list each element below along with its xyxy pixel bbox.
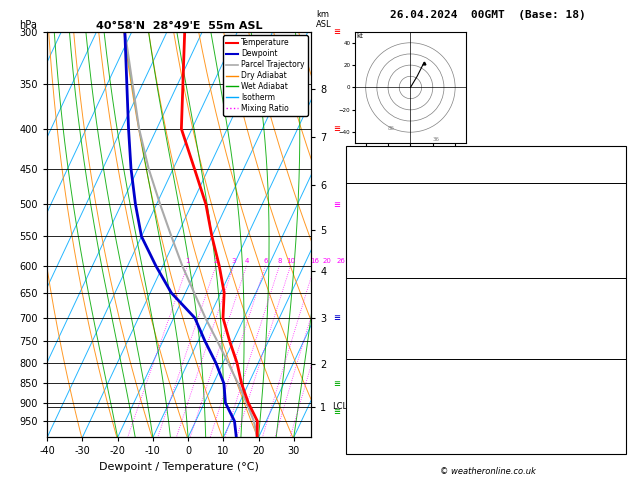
Text: ≡: ≡ [333, 379, 340, 388]
Text: 13.7: 13.7 [443, 216, 467, 226]
Text: Temp (°C): Temp (°C) [352, 203, 404, 212]
Text: PW (cm): PW (cm) [352, 175, 392, 184]
Text: Surface: Surface [466, 190, 506, 199]
Text: 19.6: 19.6 [443, 203, 467, 212]
Text: 2: 2 [214, 258, 218, 264]
Text: 3: 3 [231, 258, 236, 264]
Text: CAPE (J): CAPE (J) [352, 338, 398, 347]
Text: ≡: ≡ [333, 124, 340, 133]
Text: 16: 16 [310, 258, 319, 264]
Text: ≡: ≡ [333, 200, 340, 208]
Text: 162: 162 [443, 338, 460, 347]
Text: 53: 53 [443, 161, 455, 171]
Text: 162: 162 [443, 257, 460, 265]
Text: Lifted Index: Lifted Index [352, 243, 421, 252]
Text: -154: -154 [443, 380, 467, 388]
Text: 8: 8 [277, 258, 282, 264]
Text: Totals Totals: Totals Totals [352, 161, 427, 171]
Text: 86: 86 [388, 126, 395, 131]
Text: 26.04.2024  00GMT  (Base: 18): 26.04.2024 00GMT (Base: 18) [389, 10, 586, 20]
Text: Lifted Index: Lifted Index [352, 325, 421, 334]
Text: 6: 6 [263, 258, 268, 264]
Text: 33: 33 [443, 419, 455, 429]
Text: 218°: 218° [443, 406, 467, 415]
Text: km
ASL: km ASL [316, 10, 332, 29]
Text: ≡: ≡ [333, 408, 340, 417]
Text: Pressure (mb): Pressure (mb) [352, 298, 427, 307]
Text: 36: 36 [433, 137, 440, 142]
Text: LCL: LCL [333, 402, 348, 411]
Text: 123: 123 [443, 270, 460, 279]
Text: StmDir: StmDir [352, 406, 387, 415]
Text: -1: -1 [443, 243, 455, 252]
Title: 40°58'N  28°49'E  55m ASL: 40°58'N 28°49'E 55m ASL [96, 21, 262, 31]
Text: 123: 123 [443, 351, 460, 361]
Text: EH: EH [352, 380, 364, 388]
Text: ≡: ≡ [333, 27, 340, 36]
Text: CAPE (J): CAPE (J) [352, 257, 398, 265]
Text: 1: 1 [185, 258, 189, 264]
Text: -1: -1 [443, 325, 455, 334]
Legend: Temperature, Dewpoint, Parcel Trajectory, Dry Adiabat, Wet Adiabat, Isotherm, Mi: Temperature, Dewpoint, Parcel Trajectory… [223, 35, 308, 116]
Text: 321: 321 [443, 230, 460, 239]
Text: ≡: ≡ [333, 313, 340, 322]
Text: CIN (J): CIN (J) [352, 351, 392, 361]
Text: θᴇ(K): θᴇ(K) [352, 230, 381, 239]
X-axis label: Dewpoint / Temperature (°C): Dewpoint / Temperature (°C) [99, 462, 259, 472]
Text: 28: 28 [443, 148, 455, 157]
Text: Most Unstable: Most Unstable [448, 284, 523, 294]
Text: 10: 10 [286, 258, 295, 264]
Text: SREH: SREH [352, 393, 376, 402]
Text: K: K [352, 148, 358, 157]
Text: CIN (J): CIN (J) [352, 270, 392, 279]
Text: Hodograph: Hodograph [460, 366, 512, 375]
Text: 4: 4 [244, 258, 248, 264]
Text: 26: 26 [337, 258, 345, 264]
Text: 2.4: 2.4 [443, 175, 460, 184]
Text: 997: 997 [443, 298, 460, 307]
Text: Dewp (°C): Dewp (°C) [352, 216, 404, 226]
Text: θᴇ (K): θᴇ (K) [352, 312, 387, 320]
Text: 20: 20 [322, 258, 331, 264]
Text: © weatheronline.co.uk: © weatheronline.co.uk [440, 467, 535, 476]
Text: hPa: hPa [19, 19, 37, 30]
Text: 321: 321 [443, 312, 460, 320]
Text: kt: kt [357, 34, 364, 39]
Text: StmSpd (kt): StmSpd (kt) [352, 419, 416, 429]
Text: 54: 54 [443, 393, 455, 402]
